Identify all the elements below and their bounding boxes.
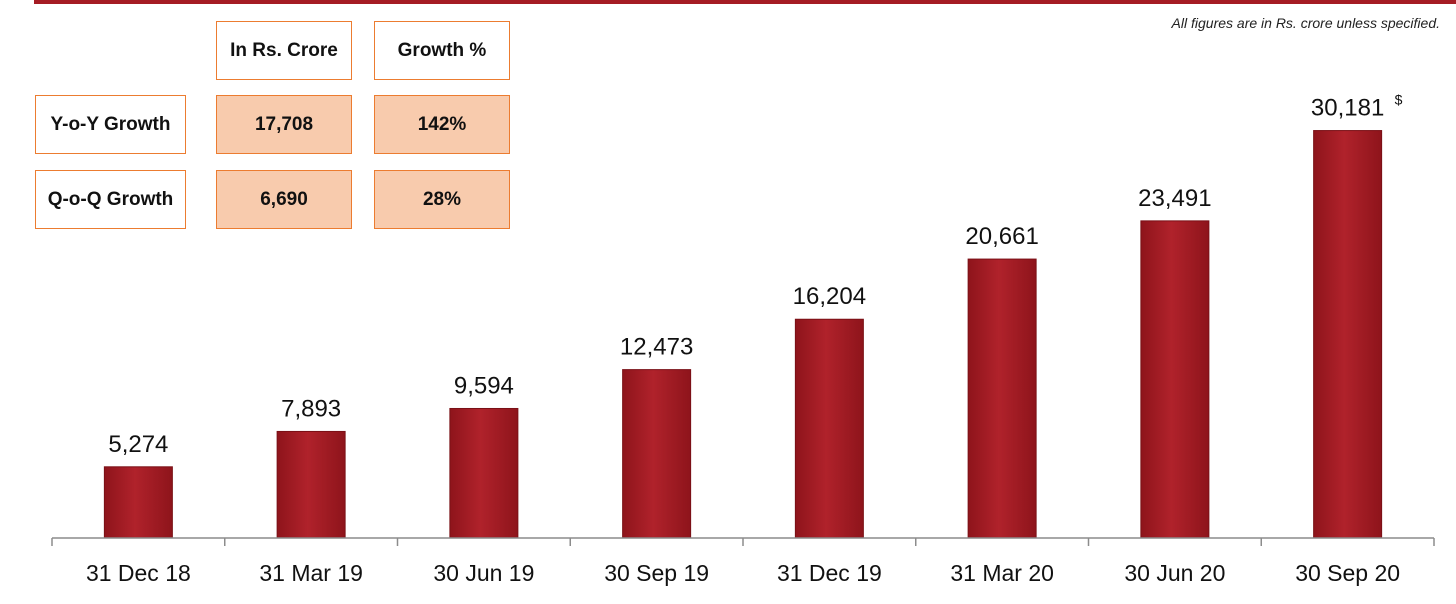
qoq-value-cell: 6,690 [216, 170, 352, 229]
x-tick-label-2: 30 Jun 19 [433, 560, 534, 586]
data-label-1: 7,893 [281, 395, 341, 422]
bar-7 [1313, 130, 1383, 539]
yoy-value-cell: 17,708 [216, 95, 352, 154]
table-header-value: In Rs. Crore [216, 21, 352, 80]
data-label-5: 20,661 [965, 223, 1038, 250]
x-tick-label-6: 30 Jun 20 [1124, 560, 1225, 586]
x-tick-label-1: 31 Mar 19 [259, 560, 363, 586]
x-tick-label-7: 30 Sep 20 [1295, 560, 1400, 586]
bar-0 [103, 466, 173, 539]
row-label-yoy: Y-o-Y Growth [35, 95, 186, 154]
qoq-growth-cell: 28% [374, 170, 510, 229]
data-label-7: 30,181 [1311, 95, 1384, 122]
bar-2 [449, 407, 519, 539]
data-label-4: 16,204 [793, 283, 866, 310]
data-label-0: 5,274 [108, 431, 168, 458]
x-tick-label-5: 31 Mar 20 [950, 560, 1054, 586]
bar-1 [276, 430, 346, 539]
bar-3 [622, 369, 692, 539]
x-tick-label-4: 31 Dec 19 [777, 560, 882, 586]
top-accent-rule [34, 0, 1456, 4]
bar-5 [967, 258, 1037, 539]
bar-4 [794, 318, 864, 539]
units-note: All figures are in Rs. crore unless spec… [1171, 15, 1440, 31]
yoy-growth-cell: 142% [374, 95, 510, 154]
data-label-3: 12,473 [620, 334, 693, 361]
row-label-qoq: Q-o-Q Growth [35, 170, 186, 229]
data-label-6: 23,491 [1138, 185, 1211, 212]
bar-6 [1140, 220, 1210, 539]
table-header-growth: Growth % [374, 21, 510, 80]
data-label-2: 9,594 [454, 372, 514, 399]
x-tick-label-3: 30 Sep 19 [604, 560, 709, 586]
footnote-marker-7: $ [1395, 92, 1403, 108]
x-tick-label-0: 31 Dec 18 [86, 560, 191, 586]
